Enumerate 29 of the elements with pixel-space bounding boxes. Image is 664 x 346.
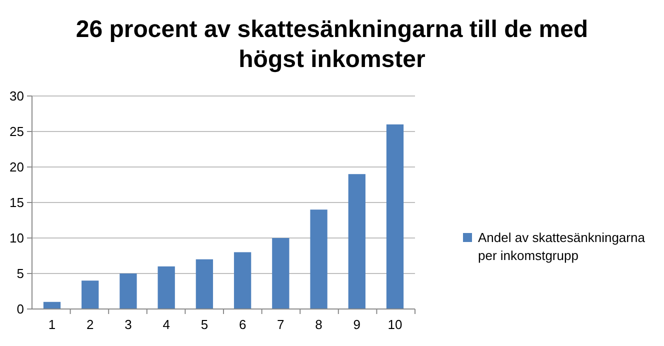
bar	[120, 274, 137, 309]
bar	[43, 302, 61, 309]
y-tick-label: 0	[16, 302, 24, 317]
x-tick-label: 6	[238, 317, 246, 332]
bar	[158, 266, 175, 309]
bar	[272, 238, 290, 309]
bar	[82, 280, 99, 309]
y-tick-label: 5	[16, 266, 24, 282]
y-tick-label: 15	[10, 195, 24, 210]
y-tick-label: 25	[10, 124, 24, 140]
bar	[348, 174, 366, 309]
bar	[386, 124, 404, 309]
x-tick-label: 10	[388, 317, 402, 332]
y-tick-label: 30	[10, 88, 24, 104]
x-tick-label: 5	[200, 317, 208, 332]
bar	[310, 210, 328, 309]
bar	[234, 252, 252, 309]
y-tick-label: 20	[10, 160, 24, 175]
x-tick-label: 9	[353, 317, 360, 332]
x-tick-label: 3	[124, 317, 132, 332]
y-tick-label: 10	[10, 230, 24, 246]
chart-title: 26 procent av skattesänkningarna till de med högst inkomster	[76, 16, 588, 73]
x-tick-label: 7	[277, 317, 284, 332]
x-tick-label: 2	[86, 317, 94, 332]
x-tick-label: 1	[48, 317, 56, 332]
bar	[196, 259, 214, 309]
x-tick-label: 8	[315, 317, 322, 332]
legend-label: Andel av skattesänkningarna per inkomstgrupp	[478, 230, 646, 263]
x-tick-label: 4	[162, 317, 170, 332]
